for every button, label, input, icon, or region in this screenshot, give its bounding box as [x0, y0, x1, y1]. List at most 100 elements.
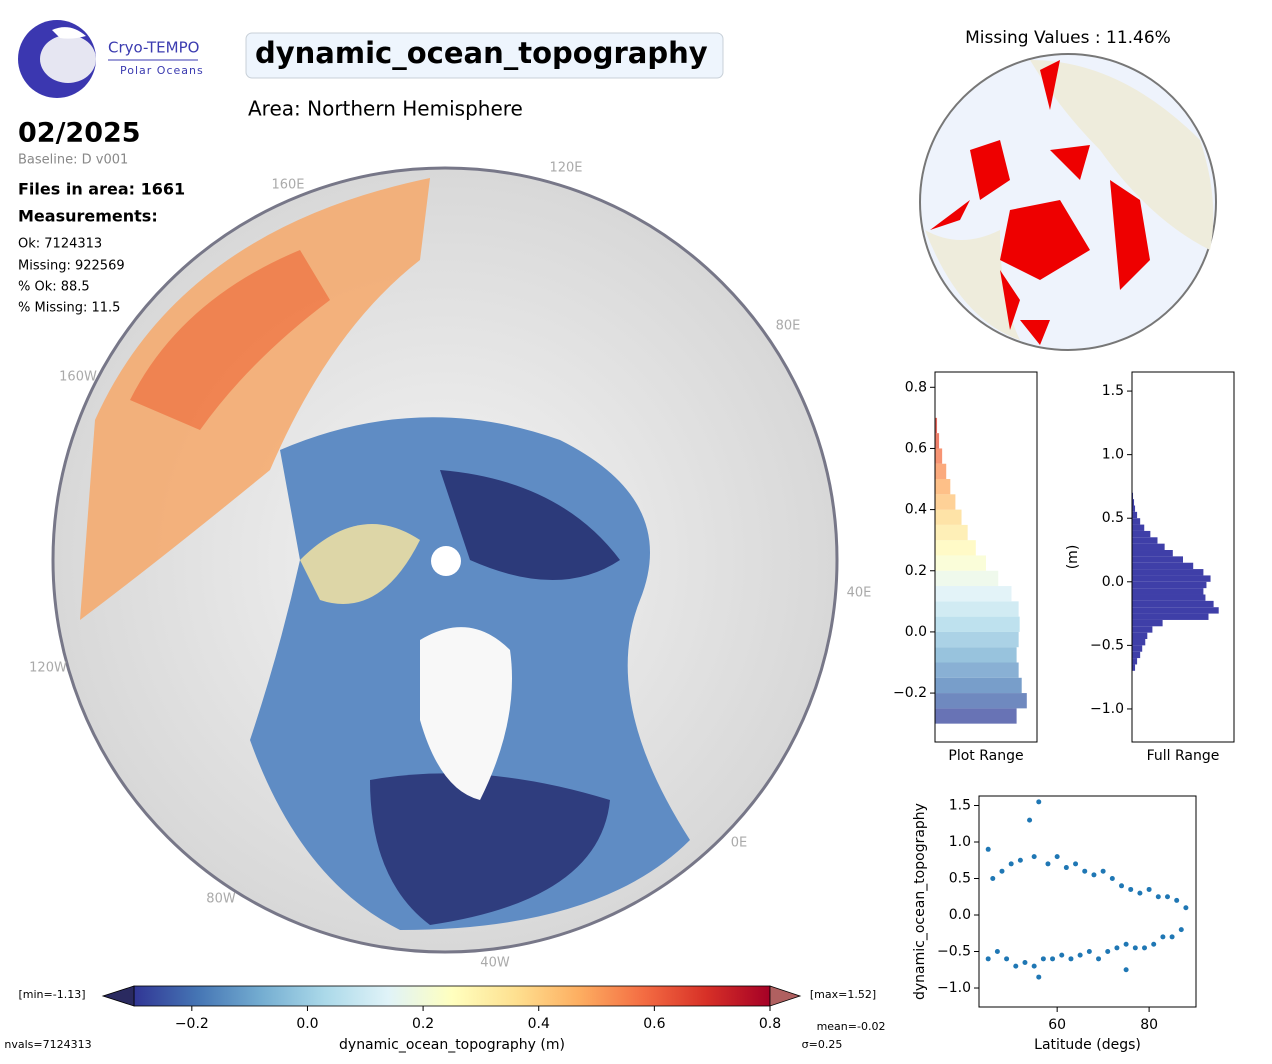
hist-bar [1132, 619, 1163, 627]
y-tick-label: 1.5 [949, 797, 971, 813]
scatter-point [1036, 799, 1042, 805]
scatter-point [1059, 952, 1065, 958]
hist-bar [1132, 569, 1204, 576]
scatter-point [1164, 894, 1170, 900]
mean: mean=-0.02 [817, 1020, 886, 1033]
y-tick-label: −1.0 [937, 980, 971, 996]
hist-bar [1132, 632, 1148, 640]
lon-label: 160E [271, 178, 304, 193]
x-axis-label: Plot Range [948, 748, 1023, 764]
scatter-point [1119, 883, 1125, 889]
scatter-point [1183, 905, 1189, 911]
hist-bar [1132, 664, 1136, 671]
lon-label: 80W [206, 892, 236, 907]
scatter-point [999, 868, 1005, 874]
scatter-point [1036, 974, 1042, 980]
lon-label: 120W [29, 661, 67, 676]
scatter-point [1128, 886, 1134, 892]
lon-label: 80E [776, 319, 801, 334]
hist-bar [1132, 600, 1214, 608]
lon-label: 120E [549, 161, 582, 176]
scatter-point [1027, 817, 1033, 823]
y-tick-label: −0.2 [893, 685, 927, 701]
hist-bar [1132, 607, 1219, 614]
y-tick-label: 0.4 [905, 502, 927, 518]
hist-bar [1132, 499, 1135, 506]
scatter-point [1123, 967, 1129, 973]
y-axis-label: (m) [1065, 545, 1081, 570]
hist-bar [1132, 575, 1211, 582]
scatter-point [1050, 956, 1056, 962]
scatter-point [1151, 941, 1157, 947]
hist-bar [1132, 645, 1143, 652]
colorbar-tick-label: 0.4 [528, 1016, 550, 1032]
hist-bar [935, 463, 947, 480]
scatter-point [1178, 927, 1184, 933]
scatter-point [1142, 945, 1148, 951]
hist-bar [1132, 658, 1138, 665]
area: Area: Northern Hemisphere [248, 97, 523, 121]
pct-ok: % Ok: 88.5 [18, 280, 90, 295]
pct-missing: % Missing: 11.5 [18, 301, 120, 316]
scatter-point [1174, 897, 1180, 903]
scatter-point [1063, 865, 1069, 871]
hist-bar [1132, 651, 1141, 659]
hist-bar [1132, 594, 1206, 601]
hist-bar [1132, 613, 1209, 620]
lon-label: 40E [847, 586, 872, 601]
axes-frame [934, 371, 1038, 743]
hist-bar [935, 662, 1019, 678]
hist-bar [935, 448, 943, 464]
scatter-point [1077, 952, 1083, 958]
scatter-point [1105, 949, 1111, 955]
scatter-point [1017, 857, 1023, 863]
date: 02/2025 [18, 118, 141, 149]
hist-bar [935, 616, 1020, 632]
hist-bar [1132, 626, 1153, 633]
max-label: [max=1.52] [810, 988, 876, 1001]
scatter-point [1114, 945, 1120, 951]
hist-bar [1132, 505, 1136, 512]
hist-bar [935, 479, 951, 495]
hist-bar [1132, 537, 1158, 544]
scatter-point [985, 956, 991, 962]
hist-bar [935, 540, 976, 556]
scatter-point [985, 846, 991, 852]
y-tick-label: 0.0 [905, 624, 927, 640]
colorbar-min-extension [101, 985, 135, 1007]
scatter-point [1045, 861, 1051, 867]
scatter-point [1169, 934, 1175, 940]
min-label: [min=-1.13] [18, 988, 85, 1001]
nvals: nvals=7124313 [4, 1038, 91, 1051]
hist-bar [935, 570, 999, 587]
measurements-title: Measurements: [18, 207, 158, 226]
scatter-point [994, 949, 1000, 955]
scatter-point [1109, 876, 1115, 882]
scatter-point [1082, 868, 1088, 874]
scatter-point [1091, 872, 1097, 878]
missing-map [919, 53, 1217, 351]
scatter-point [1031, 963, 1037, 969]
hist-bar [935, 693, 1027, 709]
hist-bar [935, 647, 1017, 663]
scatter-point [1155, 894, 1161, 900]
y-tick-label: −0.5 [937, 944, 971, 960]
scatter-point [990, 876, 996, 882]
scatter-point [1146, 886, 1152, 892]
hist-bar [1132, 518, 1141, 525]
scatter-point [1132, 945, 1138, 951]
hist-bar [935, 417, 938, 434]
y-tick-label: 0.8 [905, 379, 927, 395]
scatter-point [1040, 956, 1046, 962]
baseline: Baseline: D v001 [18, 153, 128, 168]
logo: Cryo-TEMPO Polar Oceans [18, 20, 204, 98]
scatter-point [1013, 963, 1019, 969]
x-axis-label: Latitude (degs) [1034, 1037, 1141, 1053]
hist-bar [935, 555, 986, 571]
scatter-point [1068, 956, 1074, 962]
logo-subtitle: Polar Oceans [120, 64, 204, 77]
colorbar-tick-label: 0.0 [296, 1016, 318, 1032]
sigma: σ=0.25 [802, 1038, 843, 1051]
y-tick-label: 0.6 [905, 440, 927, 456]
y-tick-label: −1.0 [1090, 701, 1124, 717]
